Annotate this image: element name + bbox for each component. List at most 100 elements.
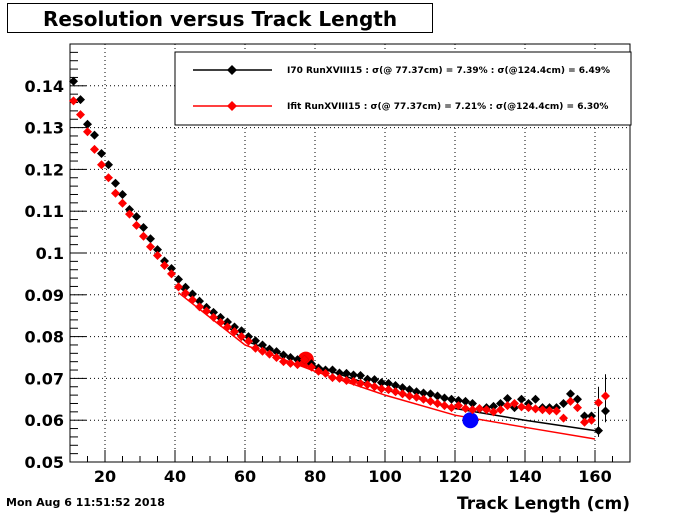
data-point-ifit — [181, 288, 190, 298]
data-point-i70 — [328, 365, 337, 375]
data-point-i70 — [447, 394, 456, 404]
legend-marker — [227, 65, 237, 75]
data-point-i70 — [160, 256, 169, 266]
data-point-ifit — [412, 392, 421, 402]
data-point-i70 — [363, 374, 372, 384]
data-point-ifit — [370, 382, 379, 392]
data-point-ifit — [125, 209, 134, 219]
data-point-i70 — [496, 398, 505, 408]
data-point-i70 — [559, 398, 568, 408]
data-point-i70 — [167, 263, 176, 273]
data-point-i70 — [398, 383, 407, 393]
data-point-ifit — [286, 358, 295, 368]
data-point-ifit — [111, 188, 120, 198]
data-point-i70 — [356, 370, 365, 380]
data-point-ifit — [76, 110, 85, 120]
data-point-ifit — [447, 403, 456, 413]
data-point-i70 — [573, 394, 582, 404]
legend-marker — [227, 101, 237, 111]
data-point-i70 — [433, 391, 442, 401]
data-point-ifit — [244, 336, 253, 346]
data-point-ifit — [503, 401, 512, 411]
data-point-ifit — [489, 407, 498, 417]
data-point-i70 — [517, 394, 526, 404]
data-point-i70 — [566, 389, 575, 399]
data-point-i70 — [209, 307, 218, 317]
data-point-i70 — [272, 347, 281, 357]
chart-title: Resolution versus Track Length — [42, 7, 398, 31]
data-point-ifit — [216, 317, 225, 327]
data-point-i70 — [83, 119, 92, 129]
y-tick-label: 0.07 — [25, 369, 64, 388]
data-point-ifit — [321, 368, 330, 378]
x-axis-title: Track Length (cm) — [457, 494, 630, 514]
data-point-ifit — [517, 402, 526, 412]
data-point-i70 — [139, 223, 148, 233]
data-point-i70 — [132, 212, 141, 222]
data-point-ifit — [279, 357, 288, 367]
data-point-ifit — [167, 269, 176, 279]
data-point-ifit — [146, 242, 155, 252]
data-point-ifit — [475, 403, 484, 413]
data-point-ifit — [468, 405, 477, 415]
x-tick-label: 100 — [368, 467, 401, 486]
data-point-ifit — [237, 332, 246, 342]
highlight-marker — [462, 412, 479, 429]
y-tick-label: 0.05 — [25, 453, 64, 472]
data-point-i70 — [265, 344, 274, 354]
data-point-i70 — [594, 426, 603, 436]
data-point-i70 — [391, 381, 400, 391]
x-tick-label: 140 — [508, 467, 541, 486]
x-tick-label: 20 — [94, 467, 116, 486]
data-point-ifit — [349, 376, 358, 386]
data-point-ifit — [230, 327, 239, 337]
data-point-ifit — [601, 391, 610, 401]
data-point-i70 — [335, 368, 344, 378]
data-point-ifit — [433, 398, 442, 408]
data-point-i70 — [223, 317, 232, 327]
y-tick-label: 0.11 — [25, 202, 64, 221]
y-tick-label: 0.12 — [25, 160, 64, 179]
data-point-ifit — [405, 391, 414, 401]
data-point-ifit — [118, 198, 127, 208]
data-point-i70 — [293, 355, 302, 365]
legend-label: I70 RunXVIII15 : σ(@ 77.37cm) = 7.39% : … — [287, 66, 610, 76]
data-point-i70 — [342, 368, 351, 378]
data-point-i70 — [384, 378, 393, 388]
data-point-i70 — [377, 378, 386, 388]
data-point-ifit — [440, 401, 449, 411]
data-point-i70 — [230, 322, 239, 332]
data-point-i70 — [440, 393, 449, 403]
data-point-i70 — [244, 332, 253, 342]
data-point-i70 — [503, 393, 512, 403]
data-point-ifit — [587, 415, 596, 425]
y-tick-label: 0.08 — [25, 328, 64, 347]
timestamp-footer: Mon Aug 6 11:51:52 2018 — [6, 496, 165, 509]
data-point-ifit — [391, 387, 400, 397]
data-point-ifit — [426, 396, 435, 406]
data-point-ifit — [552, 406, 561, 416]
x-tick-label: 40 — [164, 467, 186, 486]
data-point-i70 — [601, 406, 610, 416]
x-tick-label: 80 — [304, 467, 326, 486]
data-point-ifit — [139, 231, 148, 241]
data-point-i70 — [251, 336, 260, 346]
x-tick-label: 160 — [578, 467, 611, 486]
data-point-ifit — [251, 343, 260, 353]
data-point-i70 — [111, 178, 120, 188]
data-point-ifit — [524, 403, 533, 413]
data-point-ifit — [384, 385, 393, 395]
data-point-i70 — [118, 189, 127, 199]
data-point-ifit — [307, 362, 316, 372]
data-point-ifit — [363, 380, 372, 390]
data-point-i70 — [419, 388, 428, 398]
data-point-i70 — [181, 282, 190, 292]
data-point-i70 — [237, 326, 246, 336]
data-point-i70 — [279, 350, 288, 360]
data-point-ifit — [496, 405, 505, 415]
data-point-ifit — [188, 295, 197, 305]
data-point-i70 — [104, 160, 113, 170]
data-point-i70 — [258, 340, 267, 350]
data-point-ifit — [153, 251, 162, 261]
data-point-ifit — [538, 405, 547, 415]
